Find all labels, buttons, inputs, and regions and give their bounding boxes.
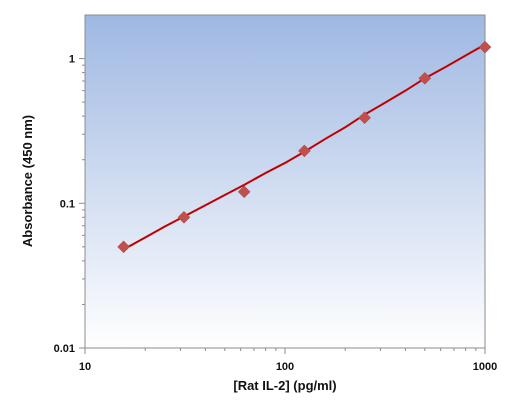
x-axis-title: [Rat IL-2] (pg/ml)	[233, 378, 336, 393]
data-point-marker	[418, 71, 432, 85]
y-tick-label: 1	[69, 54, 75, 66]
x-tick-label: 1000	[473, 361, 497, 373]
data-point-marker	[177, 210, 191, 224]
y-axis-title: Absorbance (450 nm)	[20, 115, 35, 247]
data-point-marker	[358, 111, 371, 125]
data-point-marker	[117, 240, 130, 254]
x-axis: 10 100 1000	[79, 348, 497, 373]
data-points	[117, 40, 492, 254]
data-point-marker	[237, 185, 251, 199]
data-point-marker	[298, 144, 311, 158]
x-tick-label: 10	[79, 361, 91, 373]
x-tick-label: 100	[276, 361, 294, 373]
data-point-marker	[478, 40, 492, 54]
y-tick-label: 0.01	[54, 343, 75, 355]
y-axis: 0.01 0.1 1	[54, 54, 85, 355]
y-tick-label: 0.1	[60, 198, 75, 210]
plot-area	[84, 14, 486, 349]
